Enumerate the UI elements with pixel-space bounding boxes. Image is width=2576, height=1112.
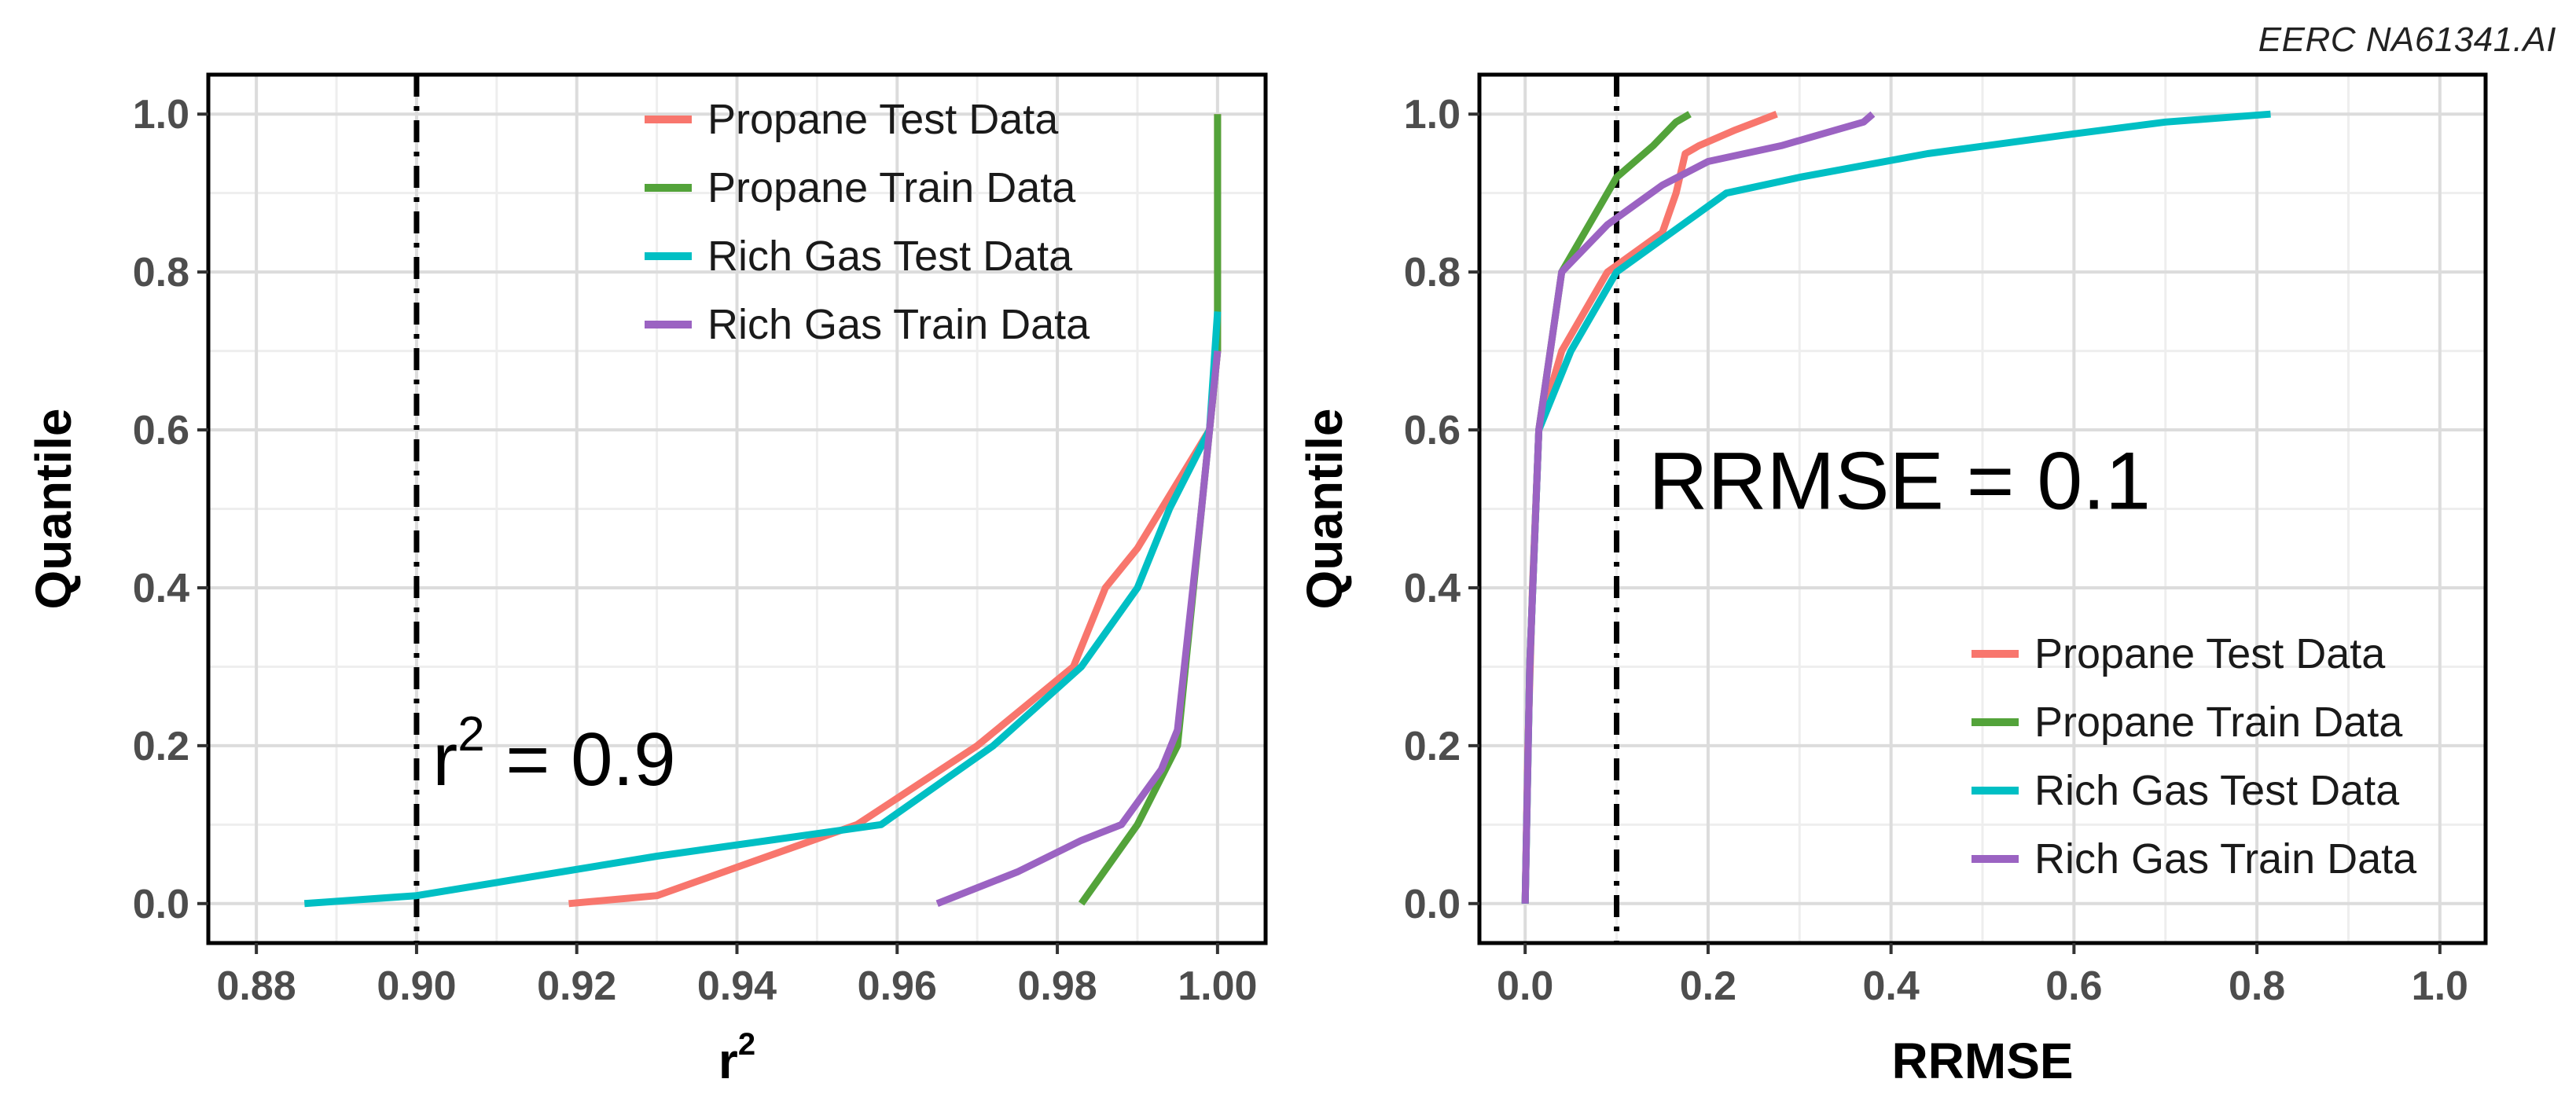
right-y-axis-title: Quantile bbox=[1296, 408, 1353, 609]
left-axes: 0.88 0.90 0.92 0.94 0.96 0.98 1.00 0.0 0.2 0.4 0.6… bbox=[25, 92, 1257, 1089]
left-y-tick-label: 1.0 bbox=[133, 92, 189, 138]
left-legend-label: Rich Gas Train Data bbox=[707, 301, 1090, 348]
right-legend-label: Propane Test Data bbox=[2034, 630, 2386, 677]
left-series-line-rich-gas-test bbox=[303, 311, 1222, 908]
right-y-tick-label: 1.0 bbox=[1404, 92, 1461, 138]
left-x-tick-label: 0.92 bbox=[537, 963, 616, 1009]
right-y-tick-label: 0.8 bbox=[1404, 250, 1461, 295]
right-y-tick-label: 0.0 bbox=[1404, 882, 1461, 927]
left-legend-label: Rich Gas Test Data bbox=[707, 233, 1073, 280]
right-x-tick-label: 0.6 bbox=[2045, 963, 2102, 1009]
left-x-tick-label: 0.94 bbox=[697, 963, 777, 1009]
left-annotation: r2 = 0.9 bbox=[432, 707, 675, 802]
left-series-line-rich-gas-train bbox=[935, 350, 1222, 907]
right-y-tick-label: 0.2 bbox=[1404, 724, 1461, 769]
right-x-tick-label: 0.2 bbox=[1680, 963, 1736, 1009]
left-y-tick-label: 0.6 bbox=[133, 408, 189, 453]
right-y-tick-label: 0.4 bbox=[1404, 566, 1461, 611]
right-x-tick-label: 0.8 bbox=[2229, 963, 2285, 1009]
right-chart-panel: 0.0 0.2 0.4 0.6 0.8 1.0 0.0 0.2 0.4 0.6 0.8 1.0 RRMS… bbox=[1296, 72, 2488, 1089]
left-chart-panel: 0.88 0.90 0.92 0.94 0.96 0.98 1.00 0.0 0.2 0.4 0.6… bbox=[25, 72, 1268, 1089]
right-axes: 0.0 0.2 0.4 0.6 0.8 1.0 0.0 0.2 0.4 0.6 0.8 1.0 RRMS… bbox=[1296, 92, 2468, 1089]
right-x-tick-label: 0.0 bbox=[1497, 963, 1553, 1009]
right-legend-label: Rich Gas Train Data bbox=[2034, 835, 2417, 883]
right-legend-label: Rich Gas Test Data bbox=[2034, 767, 2400, 814]
left-x-axis-title: r2 bbox=[718, 1027, 755, 1089]
right-y-tick-label: 0.6 bbox=[1404, 408, 1461, 453]
left-x-tick-label: 0.88 bbox=[217, 963, 296, 1009]
right-legend: Propane Test Data Propane Train Data Rich … bbox=[1972, 630, 2417, 883]
right-x-axis-title: RRMSE bbox=[1891, 1033, 2073, 1089]
left-y-tick-label: 0.2 bbox=[133, 724, 189, 769]
left-x-tick-label: 1.00 bbox=[1178, 963, 1257, 1009]
left-y-axis-title: Quantile bbox=[25, 408, 82, 609]
left-y-tick-label: 0.0 bbox=[133, 882, 189, 927]
right-annotation: RRMSE = 0.1 bbox=[1648, 436, 2151, 527]
left-x-tick-label: 0.96 bbox=[858, 963, 937, 1009]
right-series-line-rich-gas-train bbox=[1521, 111, 1876, 904]
right-legend-label: Propane Train Data bbox=[2034, 699, 2403, 746]
left-y-tick-label: 0.8 bbox=[133, 250, 189, 295]
left-legend-label: Propane Test Data bbox=[707, 96, 1059, 143]
left-series-group bbox=[303, 114, 1222, 908]
right-series-group bbox=[1521, 110, 2271, 904]
left-legend-label: Propane Train Data bbox=[707, 164, 1076, 211]
left-y-tick-label: 0.4 bbox=[133, 566, 189, 611]
left-x-tick-label: 0.98 bbox=[1017, 963, 1097, 1009]
right-x-tick-label: 1.0 bbox=[2412, 963, 2468, 1009]
left-x-tick-label: 0.90 bbox=[377, 963, 456, 1009]
watermark-label: EERC NA61341.AI bbox=[2258, 20, 2556, 59]
right-x-tick-label: 0.4 bbox=[1862, 963, 1919, 1009]
right-plot-border bbox=[1477, 72, 2488, 945]
left-legend: Propane Test Data Propane Train Data Rich … bbox=[645, 96, 1090, 348]
